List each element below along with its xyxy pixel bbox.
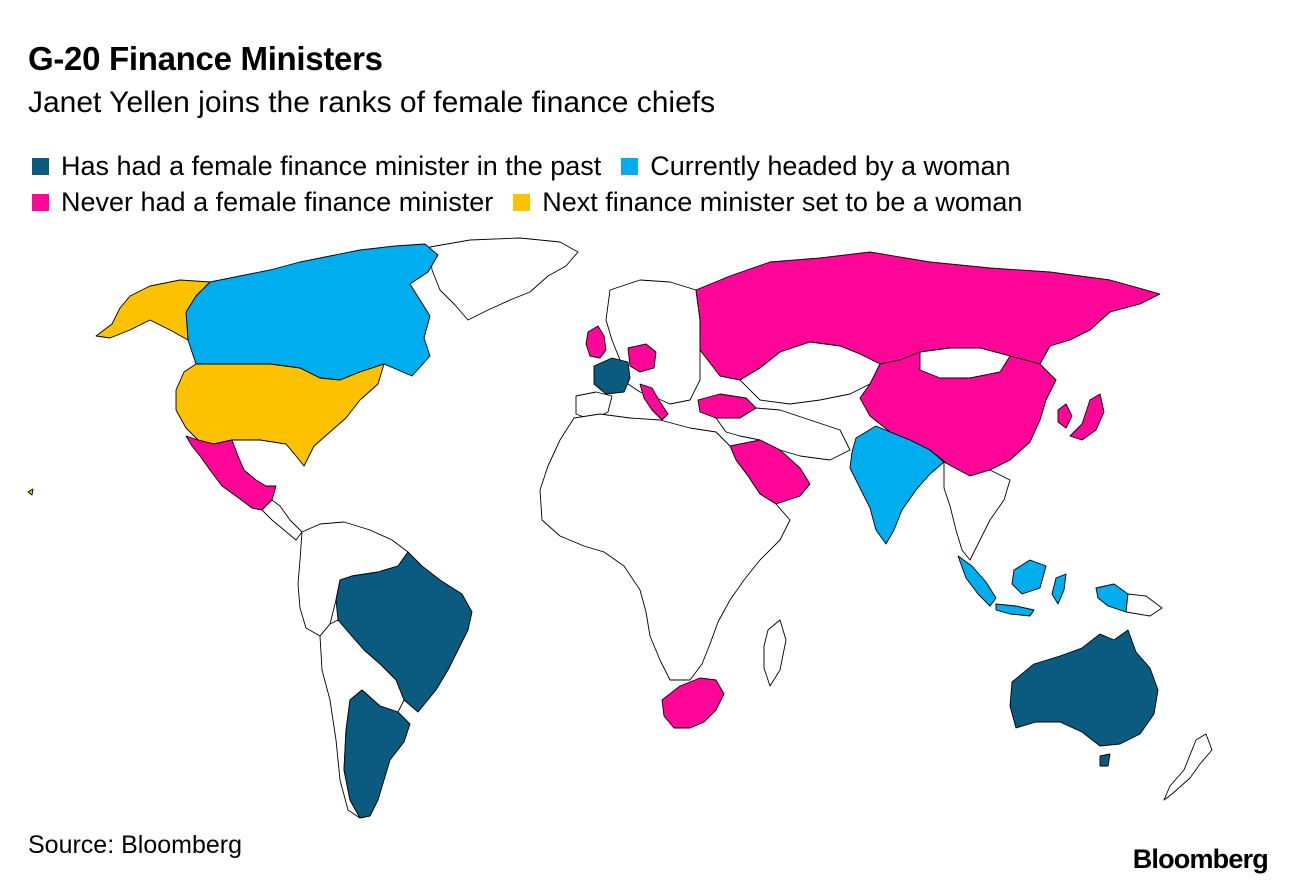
map-region-italy[interactable]	[639, 383, 669, 421]
chart-title: G-20 Finance Ministers	[28, 40, 383, 77]
map-region-south-africa[interactable]	[661, 677, 725, 729]
map-region-middle-east	[715, 407, 851, 461]
map-region-greenland	[429, 237, 579, 321]
map-region-argentina[interactable]	[343, 689, 411, 819]
map-region-png	[1125, 593, 1163, 617]
legend: Has had a female finance minister in the…	[32, 148, 1042, 220]
legend-swatch-never	[32, 193, 49, 211]
map-region-africa	[539, 413, 791, 681]
chart-subtitle: Janet Yellen joins the ranks of female f…	[28, 86, 716, 119]
legend-swatch-past	[32, 157, 49, 175]
map-region-central-america	[261, 499, 303, 541]
map-region-france[interactable]	[593, 357, 631, 395]
map-region-mexico[interactable]	[185, 435, 277, 511]
legend-label-current: Currently headed by a woman	[650, 151, 1011, 181]
map-region-germany[interactable]	[627, 343, 657, 373]
map-region-indonesia-borneo[interactable]	[1011, 559, 1047, 595]
map-region-south-korea[interactable]	[1057, 403, 1073, 429]
map-region-alaska[interactable]	[95, 279, 211, 341]
map-region-southeast-asia	[943, 461, 1011, 561]
source-note: Source: Bloomberg	[28, 831, 243, 859]
map-region-hawaii[interactable]	[27, 488, 34, 496]
bloomberg-logo: Bloomberg	[1132, 844, 1269, 874]
map-region-india[interactable]	[849, 425, 945, 545]
map-region-australia[interactable]	[1009, 629, 1159, 747]
map-region-tasmania[interactable]	[1099, 753, 1111, 767]
map-region-madagascar	[763, 619, 787, 687]
map-region-indonesia-sulawesi[interactable]	[1051, 573, 1067, 605]
legend-swatch-next	[513, 193, 531, 211]
map-region-iberia	[575, 391, 613, 421]
legend-swatch-current	[621, 157, 639, 175]
legend-row-1: Has had a female finance minister in the…	[32, 148, 1042, 184]
legend-row-2: Never had a female finance minister Next…	[32, 184, 1042, 220]
map-region-canada[interactable]	[185, 243, 439, 381]
map-region-indonesia-papua[interactable]	[1095, 583, 1129, 613]
map-region-new-zealand	[1163, 733, 1213, 801]
legend-label-never: Never had a female finance minister	[61, 187, 494, 217]
map-region-mongolia	[919, 347, 1011, 379]
map-region-indonesia-sumatra[interactable]	[957, 555, 997, 607]
map-region-uk[interactable]	[585, 325, 607, 359]
map-region-japan[interactable]	[1069, 393, 1105, 441]
legend-item-current: Currently headed by a woman	[621, 148, 1011, 184]
map-region-indonesia-java[interactable]	[995, 603, 1035, 617]
legend-label-past: Has had a female finance minister in the…	[61, 151, 602, 181]
legend-label-next: Next finance minister set to be a woman	[542, 187, 1023, 217]
world-map	[27, 237, 1213, 819]
legend-item-past: Has had a female finance minister in the…	[32, 148, 601, 184]
legend-item-never: Never had a female finance minister	[32, 184, 493, 220]
legend-item-next: Next finance minister set to be a woman	[513, 184, 1022, 220]
